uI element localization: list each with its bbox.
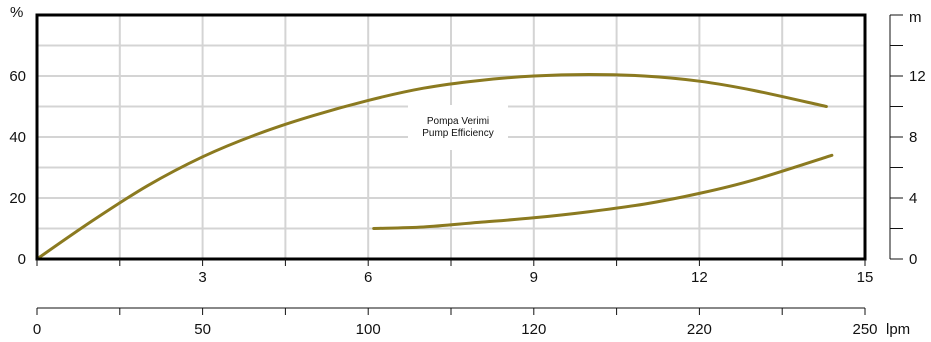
left-axis-tick-label: 0 [18, 251, 26, 268]
annotation-box: Pompa Verimi Pump Efficiency [408, 105, 508, 150]
axes: % m lpm 0 20 40 60 0 4 8 12 3 6 9 12 15 0 50 100 120 220 2… [9, 4, 925, 338]
right-axis-tick-label: 0 [909, 251, 917, 268]
head-curve [372, 153, 834, 230]
right-axis-tick-label: 8 [909, 129, 917, 146]
right-axis-unit: m [909, 9, 922, 26]
x-axis-tick-label: 6 [364, 269, 372, 286]
x-axis-tick-label: 9 [530, 269, 538, 286]
left-axis-unit: % [10, 4, 23, 21]
flow-axis-tick-label: 50 [194, 321, 211, 338]
annotation-line-2: Pump Efficiency [422, 128, 494, 139]
right-axis-tick-label: 4 [909, 190, 917, 207]
flow-axis-tick-label: 0 [33, 321, 41, 338]
right-axis-tick-label: 12 [909, 68, 926, 85]
flow-axis-unit: lpm [886, 321, 910, 338]
curves [35, 72, 834, 261]
annotation-background [408, 105, 508, 150]
flow-axis-tick-label: 220 [687, 321, 712, 338]
left-axis-tick-label: 60 [9, 68, 26, 85]
left-axis-tick-label: 40 [9, 129, 26, 146]
annotation-line-1: Pompa Verimi [427, 116, 489, 127]
flow-axis-tick-label: 100 [356, 321, 381, 338]
left-axis-tick-label: 20 [9, 190, 26, 207]
efficiency-curve [35, 72, 828, 261]
x-axis-tick-label: 3 [198, 269, 206, 286]
flow-axis-tick-label: 120 [521, 321, 546, 338]
x-axis-tick-label: 12 [691, 269, 708, 286]
x-axis-tick-label: 15 [857, 269, 874, 286]
flow-axis-tick-label: 250 [852, 321, 877, 338]
